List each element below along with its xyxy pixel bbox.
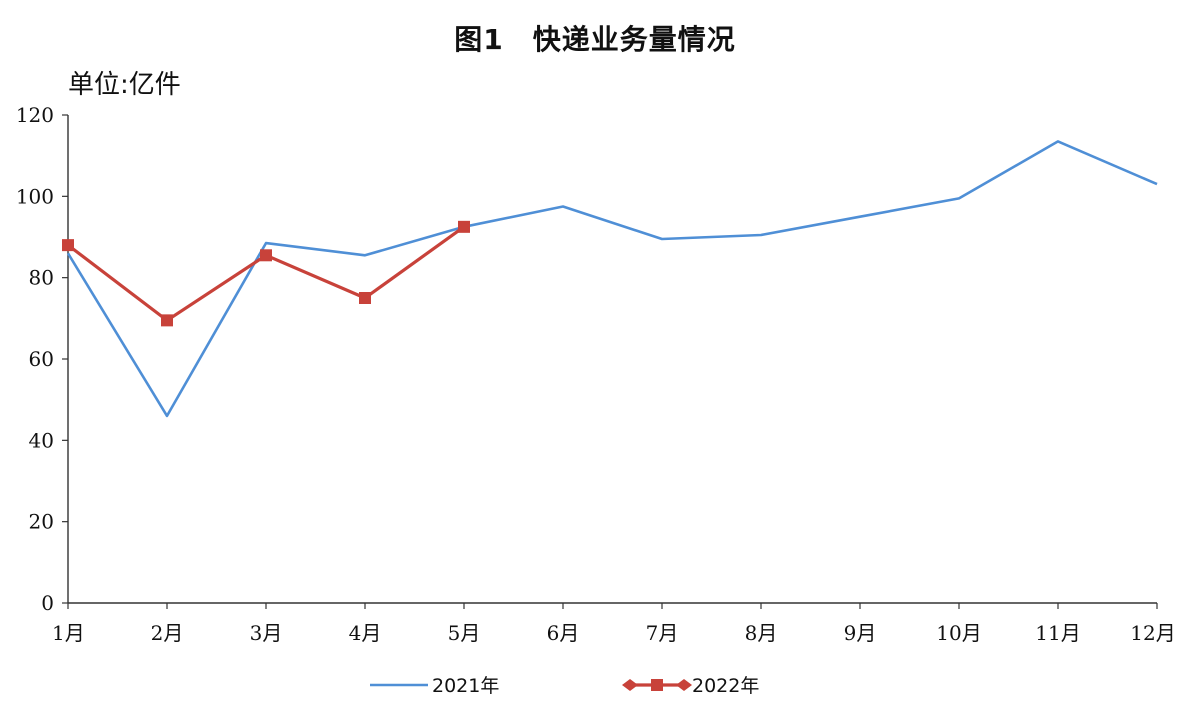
series-layer (62, 140, 1158, 418)
y-tick-label: 0 (41, 591, 54, 615)
x-tick-label: 10月 (936, 621, 981, 645)
x-tick-label: 6月 (547, 621, 580, 645)
x-tick-label: 2月 (151, 621, 184, 645)
x-tick-label: 12月 (1130, 621, 1175, 645)
legend-label-2022: 2022年 (692, 675, 759, 697)
x-tick-label: 8月 (745, 621, 778, 645)
series-line-1 (67, 225, 465, 322)
x-tick-label: 1月 (52, 621, 85, 645)
x-tick-label: 4月 (349, 621, 382, 645)
y-tick-label: 120 (16, 103, 54, 127)
y-tick-label: 60 (29, 347, 54, 371)
series-line-0 (66, 140, 1158, 418)
data-point (359, 292, 371, 304)
chart-axes: 0 20 40 60 80 100 120 1月 2月 3月 4月 5月 6月 7月 8月 9月 10月 11月 1… (16, 103, 1176, 645)
y-tick-label: 100 (16, 184, 54, 208)
data-point (458, 220, 470, 233)
x-tick-label: 5月 (448, 621, 481, 645)
y-tick-label: 80 (29, 266, 54, 290)
y-tick-label: 20 (29, 510, 54, 534)
x-tick-label: 7月 (646, 621, 679, 645)
chart-title: 图1 快递业务量情况 (454, 23, 736, 56)
x-tick-label: 9月 (844, 621, 877, 645)
chart-legend: 2021年 2022年 (370, 675, 759, 697)
x-tick-label: 3月 (250, 621, 283, 645)
x-tick-label: 11月 (1035, 621, 1080, 645)
data-point (62, 239, 74, 252)
legend-diamond-right (676, 679, 692, 691)
legend-square-marker (651, 679, 663, 691)
unit-label: 单位:亿件 (68, 70, 181, 100)
y-tick-label: 40 (29, 428, 54, 452)
legend-label-2021: 2021年 (432, 675, 499, 697)
data-point (260, 249, 272, 262)
legend-diamond-left (622, 679, 638, 691)
data-point (161, 314, 173, 327)
